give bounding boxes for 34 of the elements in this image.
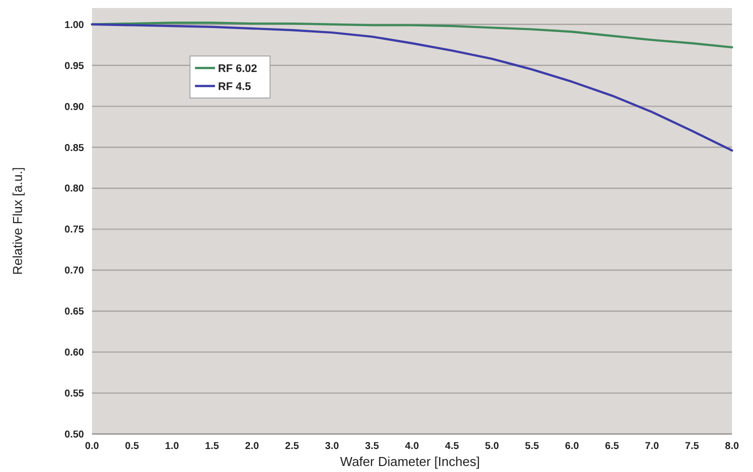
x-tick-label: 1.5 <box>205 441 220 452</box>
y-tick-label: 0.65 <box>64 306 84 318</box>
y-tick-label: 0.95 <box>64 60 84 72</box>
y-tick-label: 0.75 <box>64 224 84 236</box>
x-tick-label: 0.0 <box>85 441 100 452</box>
x-axis-title: Wafer Diameter [Inches] <box>340 454 480 469</box>
y-tick-label: 0.50 <box>64 430 84 440</box>
legend-label: RF 4.5 <box>218 80 252 93</box>
x-tick-label: 6.0 <box>565 441 580 452</box>
y-tick-label: 0.70 <box>64 266 84 277</box>
x-tick-label: 7.0 <box>645 441 660 452</box>
y-tick-label: 0.85 <box>64 142 84 154</box>
y-tick-label: 0.60 <box>64 348 84 359</box>
x-tick-label: 1.0 <box>165 441 180 452</box>
x-tick-label: 6.5 <box>605 441 620 452</box>
x-tick-label: 5.5 <box>525 441 540 452</box>
x-tick-label: 5.0 <box>485 441 500 452</box>
x-tick-label: 2.5 <box>285 441 300 452</box>
y-axis-title: Relative Flux [a.u.] <box>10 167 25 275</box>
legend-label: RF 6.02 <box>218 62 258 75</box>
x-tick-label: 3.5 <box>365 441 380 452</box>
line-series <box>90 23 734 152</box>
x-tick-label: 8.0 <box>725 441 740 452</box>
x-tick-label: 0.5 <box>125 441 140 452</box>
x-tick-label: 3.0 <box>325 441 340 452</box>
y-tick-label: 0.55 <box>64 388 84 400</box>
y-tick-label: 0.80 <box>64 184 84 195</box>
x-tick-label: 7.5 <box>685 441 700 452</box>
x-tick-label: 2.0 <box>245 441 260 452</box>
x-tick-label: 4.0 <box>405 441 420 452</box>
x-tick-label: 4.5 <box>445 441 460 452</box>
y-tick-label: 1.00 <box>64 20 84 31</box>
y-tick-label: 0.90 <box>64 102 84 113</box>
line-series <box>90 22 734 48</box>
